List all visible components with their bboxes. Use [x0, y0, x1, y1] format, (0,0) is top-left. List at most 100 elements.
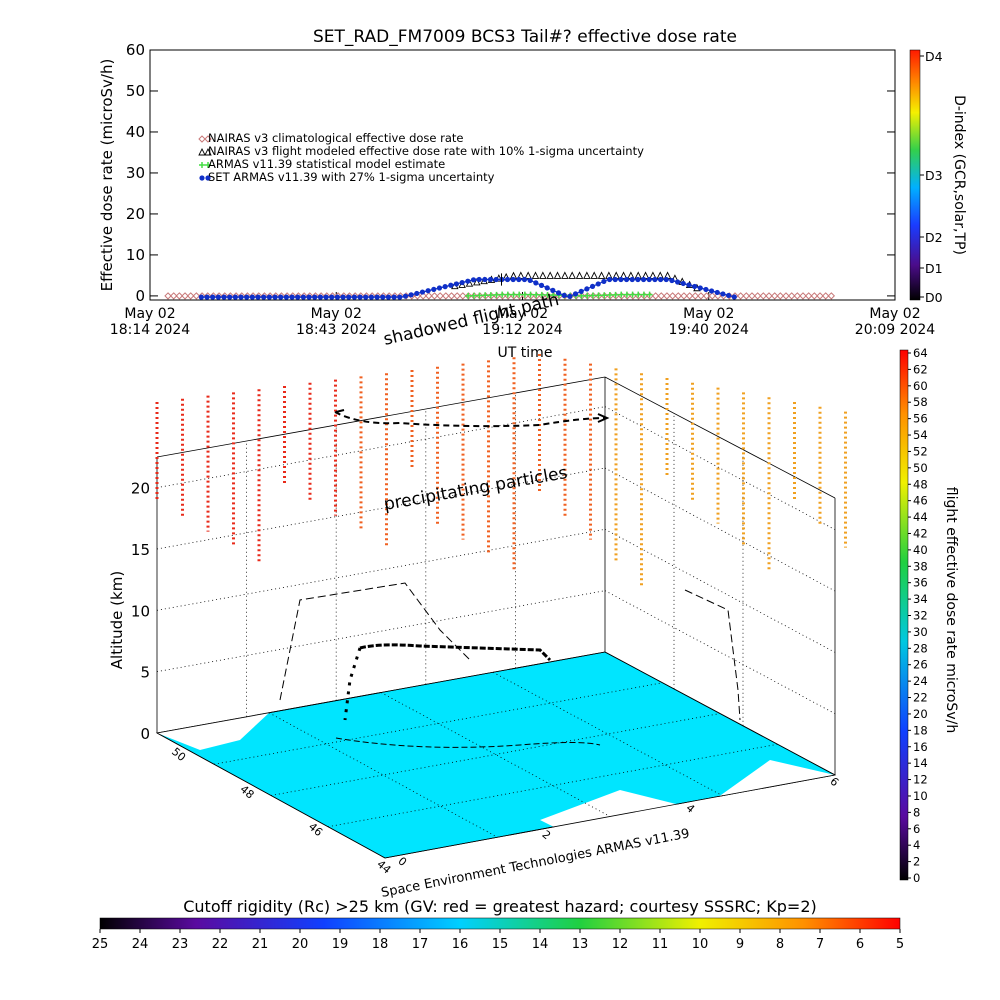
altitude-grid-line-right	[604, 467, 836, 592]
flight-path-start-arrow	[335, 409, 345, 413]
data-point	[646, 291, 653, 298]
altitude-tick-label: 20	[131, 480, 150, 498]
data-point	[186, 292, 195, 300]
dose-tick-label: 18	[913, 723, 928, 737]
data-point	[589, 292, 596, 299]
rc-tick-label: 19	[332, 937, 349, 952]
data-point	[590, 271, 598, 279]
data-point	[674, 292, 682, 300]
rc-colorbar	[99, 917, 901, 930]
rc-tick-label: 18	[372, 937, 389, 952]
rc-tick-label: 23	[172, 937, 189, 952]
data-point	[419, 292, 427, 300]
dose-tick-label: 22	[913, 691, 928, 705]
dindex-tick-label: D0	[925, 290, 943, 305]
legend-entry: NAIRAS v3 flight modeled effective dose …	[208, 144, 644, 158]
dose-tick-label: 2	[913, 855, 920, 869]
floor-grid-line	[270, 713, 721, 796]
floor-grid-line	[268, 712, 498, 838]
dose-tick-label: 0	[913, 871, 920, 885]
data-point	[759, 292, 768, 300]
data-point	[770, 292, 779, 300]
longitude-tick-label: 0	[395, 854, 409, 868]
precipitating-particles-annotation: precipitating particles	[382, 463, 569, 515]
data-point	[601, 292, 608, 299]
data-point	[575, 271, 584, 279]
top-x-tick-label-date: May 02	[311, 306, 362, 322]
flight-path-layer	[279, 409, 741, 748]
dose-tick-label: 64	[913, 346, 928, 360]
top-y-axis: 0 10 20 30 40 50 60	[126, 41, 895, 305]
data-point	[680, 292, 688, 300]
data-point	[531, 271, 540, 279]
dose-tick-label: 20	[913, 707, 928, 721]
dose-tick-label: 12	[913, 773, 928, 787]
top-y-tick-label: 20	[126, 205, 145, 223]
data-point	[181, 292, 189, 300]
dose-tick-label: 46	[913, 494, 928, 508]
data-point	[198, 147, 206, 156]
data-point	[205, 162, 211, 168]
rc-tick-label: 13	[572, 937, 589, 952]
rc-tick-label: 16	[452, 937, 469, 952]
flight-path-end-arrow	[597, 413, 610, 423]
data-point	[821, 292, 830, 300]
data-point	[663, 292, 671, 300]
rc-tick-label: 25	[92, 937, 109, 952]
dose-tick-label: 8	[913, 805, 920, 819]
top-y-tick-label: 40	[126, 123, 145, 141]
box-edge-top-right	[604, 376, 836, 499]
rc-tick-label: 24	[132, 937, 149, 952]
top-x-tick-label-time: 19:40 2024	[669, 322, 750, 338]
data-point	[550, 292, 557, 299]
altitude-grid-line	[156, 528, 606, 611]
data-point	[618, 291, 625, 298]
ground-track	[335, 737, 601, 748]
top-x-axis-label: UT time	[498, 345, 553, 361]
floor-grid-line	[327, 743, 778, 828]
dose-tick-label: 48	[913, 477, 928, 491]
dose-tick-label: 58	[913, 395, 928, 409]
rc-colorbar-title: Cutoff rigidity (Rc) >25 km (GV: red = g…	[183, 897, 817, 916]
dose-tick-label: 52	[913, 444, 928, 458]
floor-edge-front-left	[156, 732, 386, 859]
data-point	[470, 292, 478, 300]
top-y-tick-label: 30	[126, 164, 145, 182]
dose-tick-label: 16	[913, 740, 928, 754]
rc-tick-label: 20	[292, 937, 309, 952]
rc-tick-label: 11	[652, 937, 669, 952]
dose-tick-label: 38	[913, 559, 928, 573]
legend-entry: NAIRAS v3 climatological effective dose …	[208, 131, 464, 145]
data-point	[425, 292, 433, 300]
rc-tick-label: 17	[412, 937, 429, 952]
box-edge-top-back	[156, 376, 606, 458]
data-point	[787, 292, 796, 300]
altitude-tick-label: 5	[140, 664, 150, 682]
data-point	[204, 147, 212, 156]
altitude-axis-label: Altitude (km)	[108, 571, 126, 669]
data-point	[459, 292, 467, 300]
rc-tick-label: 21	[252, 937, 269, 952]
data-point	[476, 292, 483, 299]
data-point	[447, 292, 456, 300]
3d-grid	[156, 376, 836, 859]
data-point	[493, 291, 500, 298]
top-y-axis-label: Effective dose rate (microSv/h)	[98, 59, 116, 292]
data-point	[623, 291, 630, 298]
rc-tick-label: 9	[736, 937, 744, 952]
rc-tick-label: 22	[212, 937, 229, 952]
dindex-colorbar-label: D-index (GCR,solar,TP)	[951, 95, 967, 255]
data-point	[482, 292, 489, 299]
data-point	[175, 292, 184, 300]
data-point	[436, 292, 444, 300]
data-point	[776, 292, 785, 300]
data-point	[487, 292, 494, 299]
data-point	[464, 292, 473, 300]
data-point	[204, 135, 212, 143]
dindex-tick-label: D3	[925, 168, 943, 183]
altitude-tick-label: 10	[131, 602, 150, 620]
data-point	[583, 271, 591, 279]
altitude-tick-label: 15	[131, 541, 150, 559]
